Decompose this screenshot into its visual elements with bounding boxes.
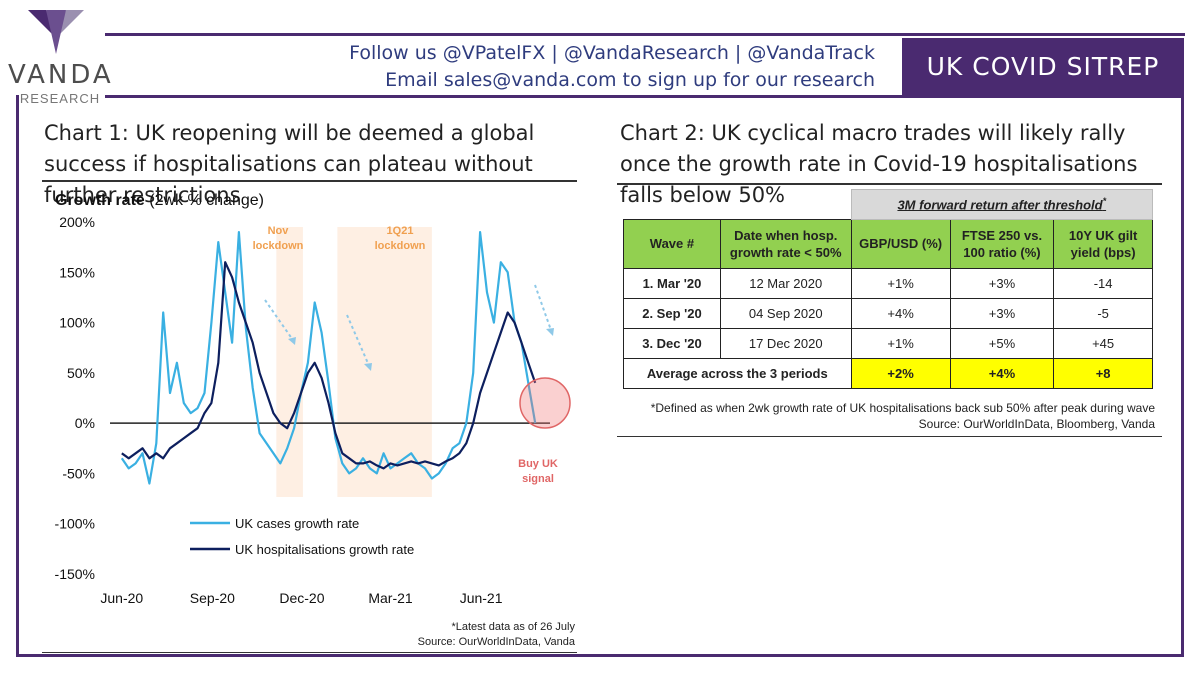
table-header-row: Wave # Date when hosp. growth rate < 50%… [623,218,1153,269]
y-tick-label: 100% [59,315,95,331]
col-header-ftse: FTSE 250 vs. 100 ratio (%) [949,218,1055,269]
table-average-row: Average across the 3 periods +2% +4% +8 [623,357,1153,389]
cell-wave: 1. Mar '20 [623,267,721,299]
x-tick-label: Dec-20 [279,590,324,606]
lockdown-shade-1 [276,227,303,497]
x-tick-label: Mar-21 [368,590,413,606]
average-ftse: +4% [949,357,1055,389]
y-tick-label: -150% [55,566,95,582]
y-tick-label: -50% [62,465,95,481]
y-axis-ticks: 200% 150% 100% 50% 0% -50% -100% -150% [55,214,95,582]
chart1-bottom-rule [42,652,577,653]
cell-ftse: +3% [949,267,1055,299]
buy-signal-label-1: Buy UK [518,458,558,470]
x-tick-label: Jun-20 [100,590,143,606]
chart1-legend: UK cases growth rate UK hospitalisations… [190,516,414,557]
arrow-2-head [364,363,372,371]
group-header-mark: * [1102,196,1107,207]
y-tick-label: 200% [59,214,95,230]
chart1-title: Chart 1: UK reopening will be deemed a g… [44,121,535,207]
arrow-3 [534,284,553,334]
sitrep-badge: UK COVID SITREP [902,38,1184,95]
brand-subtitle: RESEARCH [19,91,101,106]
annotation-1q21: 1Q21 [387,225,414,237]
follow-line: Follow us @VPatelFX | @VandaResearch | @… [349,42,875,64]
chart1-footnote: *Latest data as of 26 July [451,621,575,633]
chart2-footnote-block: *Defined as when 2wk growth rate of UK h… [615,400,1155,432]
col-header-gilt: 10Y UK gilt yield (bps) [1053,218,1153,269]
average-gbpusd: +2% [850,357,951,389]
chart2-title: Chart 2: UK cyclical macro trades will l… [620,121,1138,207]
series-line-hospitalisations [121,261,537,470]
cell-gilt: -14 [1053,267,1153,299]
annotation-nov: Nov [268,225,290,237]
group-header-text: 3M forward return after threshold [897,197,1103,213]
trend-arrows [264,284,554,371]
chart2-rule [617,183,1162,185]
average-gilt: +8 [1053,357,1153,389]
buy-signal-label-2: signal [522,473,554,485]
cell-wave: 2. Sep '20 [623,297,721,329]
cell-date: 17 Dec 2020 [719,327,852,359]
col-header-gbpusd: GBP/USD (%) [850,218,951,269]
arrow-3-head [546,328,554,336]
table-row: 1. Mar '20 12 Mar 2020 +1% +3% -14 [623,267,1153,299]
cell-ftse: +3% [949,297,1055,329]
email-line: Email sales@vanda.com to sign up for our… [385,69,875,91]
cell-gbpusd: +1% [850,327,951,359]
chart1-rule [42,180,577,182]
annotation-1q21-lockdown: lockdown [375,240,426,252]
arrow-2 [346,314,371,369]
cell-date: 12 Mar 2020 [719,267,852,299]
cell-gbpusd: +1% [850,267,951,299]
table-group-row: 3M forward return after threshold* [624,189,1154,220]
x-tick-label: Sep-20 [190,590,235,606]
legend-hosp-label: UK hospitalisations growth rate [235,542,414,557]
y-tick-label: 0% [75,415,95,431]
cell-gilt: -5 [1053,297,1153,329]
y-tick-label: -100% [55,516,95,532]
cell-ftse: +5% [949,327,1055,359]
content-frame [16,95,1184,657]
arrow-1-head [288,337,296,345]
chart1-plot: Growth rate (2wk % change) 200% 150% 100% 5… [55,192,571,606]
arrow-1 [264,299,296,344]
cell-wave: 3. Dec '20 [623,327,721,359]
chart2-source: Source: OurWorldInData, Bloomberg, Vanda [918,417,1155,431]
chart1-subtitle: Growth rate (2wk % change) [55,192,264,209]
chart2-bottom-rule [617,436,1162,437]
table-row: 3. Dec '20 17 Dec 2020 +1% +5% +45 [623,327,1153,359]
x-axis-ticks: Jun-20 Sep-20 Dec-20 Mar-21 Jun-21 [100,590,502,606]
col-header-wave: Wave # [623,218,721,269]
chart1-source: Source: OurWorldInData, Vanda [417,636,575,648]
y-tick-label: 50% [67,365,95,381]
x-tick-label: Jun-21 [460,590,503,606]
average-label: Average across the 3 periods [623,357,852,389]
lockdown-shades [276,227,432,497]
annotation-nov-lockdown: lockdown [253,240,304,252]
chart2-footnote: *Defined as when 2wk growth rate of UK h… [650,401,1155,415]
vanda-logo-icon [28,10,84,54]
header-rule [105,33,1185,36]
col-header-date: Date when hosp. growth rate < 50% [719,218,852,269]
brand-name: VANDA [8,60,114,90]
frame-top-rule [105,95,1184,98]
buy-signal-circle [519,377,571,429]
returns-table: 3M forward return after threshold* Wave … [623,189,1154,389]
lockdown-shade-2 [337,227,432,497]
chart1-subtitle-rest: (2wk % change) [145,192,264,209]
series-line-cases [120,230,537,485]
chart1-subtitle-bold: Growth rate [55,192,145,209]
chart1-footnote-block: *Latest data as of 26 July Source: OurWo… [300,620,575,650]
cell-gbpusd: +4% [850,297,951,329]
legend-cases-label: UK cases growth rate [235,516,359,531]
series-lines [120,230,537,485]
cell-date: 04 Sep 2020 [719,297,852,329]
cell-gilt: +45 [1053,327,1153,359]
group-header: 3M forward return after threshold* [850,189,1154,220]
table-row: 2. Sep '20 04 Sep 2020 +4% +3% -5 [623,297,1153,329]
y-tick-label: 150% [59,264,95,280]
